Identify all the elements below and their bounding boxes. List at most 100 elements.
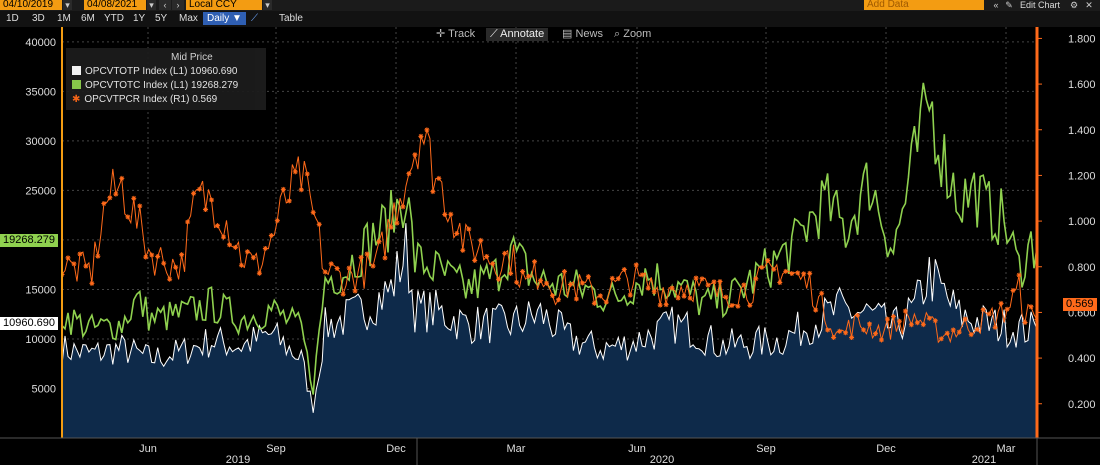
currency-dropdown-icon[interactable]: ▾ [263, 0, 272, 10]
opcvtpcr-point [310, 209, 316, 215]
opcvtpcr-point [872, 331, 878, 337]
range-max-button[interactable]: Max [179, 13, 198, 24]
opcvtpcr-point [914, 320, 920, 326]
start-date-dropdown-icon[interactable]: ▾ [63, 0, 72, 10]
opcvtpcr-point [149, 252, 155, 258]
opcvtpcr-point [813, 307, 819, 313]
opcvtpcr-point [950, 327, 956, 333]
opcvtpcr-point [621, 267, 627, 273]
top-toolbar [0, 0, 1100, 11]
currency-select[interactable]: Local CCY [186, 0, 262, 10]
opcvtpcr-point [232, 244, 238, 250]
opcvtpcr-point [908, 322, 914, 328]
opcvtpcr-point [448, 211, 454, 217]
opcvtpcr-point [137, 203, 143, 209]
opcvtpcr-point [1004, 306, 1010, 312]
right-tick-label: 1.000 [1068, 216, 1096, 228]
x-month-label: Sep [266, 443, 286, 455]
collapse-icon[interactable]: « [993, 0, 999, 10]
left-tick-label: 25000 [25, 185, 56, 197]
opcvtpcr-point [831, 334, 837, 340]
prev-arrow-icon[interactable]: ‹ [159, 0, 171, 10]
opcvtpcr-point [226, 242, 232, 248]
opcvtpcr-point [179, 252, 185, 258]
opcvtpcr-point [436, 175, 442, 181]
opcvtpcr-point [753, 276, 759, 282]
last-value-tag-opcvtpcr: 0.569 [1063, 298, 1097, 311]
track-tool[interactable]: ✛ Track [436, 28, 476, 40]
pencil-icon[interactable]: ✎ [1005, 0, 1013, 10]
opcvtpcr-point [155, 253, 161, 259]
range-3d-button[interactable]: 3D [32, 13, 45, 24]
chart-type-icon[interactable]: ⟋ [251, 13, 258, 24]
opcvtpcr-point [161, 260, 167, 266]
range-1y-button[interactable]: 1Y [133, 13, 146, 24]
opcvtpcr-point [221, 234, 227, 240]
range-1d-button[interactable]: 1D [6, 13, 19, 24]
opcvtpcr-point [849, 335, 855, 341]
opcvtpcr-point [1028, 304, 1034, 310]
series-opcvtotp-area [62, 223, 1037, 438]
opcvtpcr-point [759, 264, 765, 270]
range-5y-button[interactable]: 5Y [155, 13, 168, 24]
range-ytd-button[interactable]: YTD [104, 13, 124, 24]
left-tick-label: 30000 [25, 136, 56, 148]
end-date-input[interactable]: 04/08/2021 [84, 0, 146, 10]
opcvtpcr-point [747, 302, 753, 308]
x-year-label: 2019 [226, 454, 250, 465]
opcvtpcr-point [466, 226, 472, 232]
opcvtpcr-point [412, 152, 418, 158]
opcvtpcr-point [651, 289, 657, 295]
opcvtpcr-point [454, 230, 460, 236]
opcvtpcr-point [215, 223, 221, 229]
opcvtpcr-point [400, 204, 406, 210]
x-month-label: Jun [139, 443, 157, 455]
table-button[interactable]: Table [279, 13, 303, 24]
close-icon[interactable]: ✕ [1085, 0, 1093, 10]
range-1m-button[interactable]: 1M [57, 13, 71, 24]
right-tick-label: 1.600 [1068, 79, 1096, 91]
opcvtpcr-point [1022, 319, 1028, 325]
frequency-select[interactable]: Daily ▼ [203, 12, 246, 25]
end-date-dropdown-icon[interactable]: ▾ [147, 0, 156, 10]
start-date-input[interactable]: 04/10/2019 [0, 0, 62, 10]
opcvtpcr-point [890, 314, 896, 320]
opcvtpcr-point [340, 291, 346, 297]
add-data-input[interactable]: Add Data [864, 0, 984, 10]
opcvtpcr-point [627, 292, 633, 298]
opcvtpcr-point [167, 276, 173, 282]
x-month-label: Jun [628, 443, 646, 455]
opcvtpcr-point [520, 268, 526, 274]
opcvtpcr-point [938, 336, 944, 342]
opcvtpcr-point [771, 266, 777, 272]
opcvtpcr-point [603, 299, 609, 305]
left-tick-label: 15000 [25, 284, 56, 296]
legend-item-opcvtotp[interactable]: OPCVTOTP Index (L1) 10960.690 [72, 66, 238, 78]
range-6m-button[interactable]: 6M [81, 13, 95, 24]
annotate-tool[interactable]: ⟋ Annotate [486, 28, 549, 41]
opcvtpcr-point [729, 302, 735, 308]
left-tick-label: 5000 [32, 383, 56, 395]
opcvtpcr-point [388, 224, 394, 230]
settings-icon[interactable]: ⚙ [1069, 0, 1079, 10]
legend-item-opcvtotc[interactable]: OPCVTOTC Index (L1) 19268.279 [72, 80, 238, 92]
legend-swatch [72, 66, 81, 75]
news-tool[interactable]: ▤ News [562, 28, 603, 40]
legend-marker: ✱ [72, 94, 81, 105]
opcvtpcr-point [526, 273, 532, 279]
opcvtpcr-point [197, 186, 203, 192]
opcvtpcr-point [244, 249, 250, 255]
opcvtpcr-point [286, 198, 292, 204]
legend-item-opcvtpcr[interactable]: ✱ OPCVTPCR Index (R1) 0.569 [72, 94, 218, 105]
opcvtpcr-point [735, 303, 741, 309]
right-axis-ticks: 0.2000.4000.6000.8001.0001.2001.4001.600… [1037, 33, 1096, 411]
opcvtpcr-point [268, 232, 274, 238]
next-arrow-icon[interactable]: › [172, 0, 184, 10]
left-tick-label: 10000 [25, 334, 56, 346]
zoom-tool[interactable]: ⌕ Zoom [614, 28, 652, 40]
last-value-tag-opcvtotp: 10960.690 [0, 317, 58, 330]
opcvtpcr-point [819, 290, 825, 296]
opcvtpcr-point [316, 221, 322, 227]
edit-chart-button[interactable]: Edit Chart [1019, 0, 1061, 10]
opcvtpcr-point [346, 265, 352, 271]
